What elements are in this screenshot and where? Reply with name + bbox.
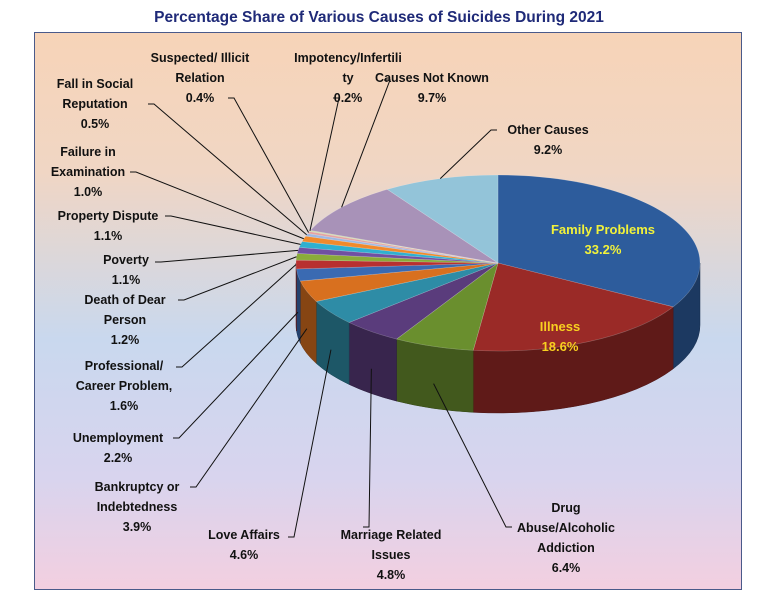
data-label: Death of Dear Person 1.2%: [84, 290, 165, 350]
data-label-name: Relation: [175, 71, 225, 85]
data-label: Illness 18.6%: [540, 317, 580, 357]
data-label-value: 4.6%: [229, 548, 259, 562]
leader-line: [341, 79, 391, 208]
leader-line: [228, 97, 309, 233]
leader-line: [176, 264, 297, 368]
leader-line: [288, 349, 332, 538]
data-label-name: Career Problem,: [75, 379, 173, 393]
data-label: Drug Abuse/Alcoholic Addiction 6.4%: [517, 498, 615, 578]
data-label-value: 1.6%: [109, 399, 139, 413]
data-label-value: 1.1%: [111, 273, 141, 287]
leader-line: [178, 256, 297, 301]
data-label-name: Drug: [551, 501, 581, 515]
data-label: Professional/Career Problem, 1.6%: [76, 356, 173, 416]
data-label-name: Reputation: [62, 97, 128, 111]
data-label-value: 1.0%: [73, 185, 103, 199]
data-label-name: Illness: [539, 319, 581, 334]
data-label-name: Indebtedness: [96, 500, 178, 514]
data-label-name: Marriage Related: [340, 528, 442, 542]
leader-line: [173, 311, 299, 439]
data-label-value: 9.2%: [533, 143, 563, 157]
leader-line: [433, 383, 512, 528]
data-label: Property Dispute 1.1%: [58, 206, 159, 246]
data-label: Unemployment 2.2%: [73, 428, 163, 468]
data-label: Marriage Related Issues 4.8%: [341, 525, 442, 585]
data-label-name: Addiction: [537, 541, 595, 555]
data-label-value: 1.2%: [110, 333, 140, 347]
data-label-name: Causes Not Known: [375, 71, 489, 85]
data-label: Causes Not Known 9.7%: [375, 68, 489, 108]
pie-slice[interactable]: [296, 262, 499, 282]
data-label-name: Impotency/Infertili: [294, 51, 402, 65]
data-label: Impotency/Infertili ty 0.2%: [294, 48, 402, 108]
data-label-name: Suspected/ Illicit: [150, 51, 250, 65]
leader-line: [363, 368, 372, 528]
data-label-name: Bankruptcy or: [94, 480, 180, 494]
data-label: Other Causes 9.2%: [507, 120, 588, 160]
leader-line: [155, 249, 299, 263]
data-label-value: 3.9%: [122, 520, 152, 534]
pie-slice[interactable]: [295, 253, 499, 264]
leader-line: [148, 103, 307, 236]
pie-slice-side: [396, 338, 474, 413]
data-label-name: Love Affairs: [208, 528, 280, 542]
leader-line: [439, 129, 497, 180]
pie-slice[interactable]: [295, 259, 499, 270]
data-label-value: 9.7%: [417, 91, 447, 105]
data-label-name: Person: [103, 313, 147, 327]
pie-slice[interactable]: [305, 233, 499, 264]
chart-title: Percentage Share of Various Causes of Su…: [154, 9, 604, 26]
pie-slice[interactable]: [472, 262, 674, 352]
data-label-name: Examination: [50, 165, 126, 179]
data-label: Love Affairs 4.6%: [208, 525, 280, 565]
pie-slice[interactable]: [497, 174, 701, 308]
leader-line: [165, 215, 301, 245]
data-label: Poverty 1.1%: [103, 250, 149, 290]
data-label-value: 0.2%: [333, 91, 363, 105]
pie-slice[interactable]: [315, 262, 499, 323]
data-label-value: 33.2%: [584, 242, 622, 257]
data-label-name: Abuse/Alcoholic: [517, 521, 615, 535]
pie-slice[interactable]: [395, 262, 499, 351]
data-label-value: 0.4%: [185, 91, 215, 105]
data-label-name: Property Dispute: [57, 209, 159, 223]
leader-line: [190, 328, 308, 488]
data-label-name: Other Causes: [507, 123, 589, 137]
pie-slice[interactable]: [307, 231, 499, 264]
data-label-value: 6.4%: [551, 561, 581, 575]
data-label-value: 2.2%: [103, 451, 133, 465]
data-label: Suspected/ Illicit Relation 0.4%: [151, 48, 250, 108]
data-label-name: ty: [342, 71, 354, 85]
data-label-value: 18.6%: [541, 339, 579, 354]
data-label: Fall in Social Reputation 0.5%: [57, 74, 133, 134]
pie-slice[interactable]: [348, 262, 499, 340]
data-label-name: Issues: [371, 548, 411, 562]
data-label-name: Death of Dear: [84, 293, 166, 307]
data-label-value: 4.8%: [376, 568, 406, 582]
data-label-value: 0.5%: [80, 117, 110, 131]
data-label: Bankruptcy or Indebtedness 3.9%: [95, 477, 180, 537]
data-label-name: Professional/: [84, 359, 164, 373]
data-label-name: Poverty: [103, 253, 149, 267]
data-label-name: Unemployment: [72, 431, 164, 445]
data-label-name: Family Problems: [550, 222, 656, 237]
data-label-name: Fall in Social: [56, 77, 134, 91]
pie-slice[interactable]: [299, 262, 499, 302]
data-label-name: Failure in: [60, 145, 116, 159]
data-label-value: 1.1%: [93, 229, 123, 243]
leader-line: [130, 171, 304, 240]
data-label: Failure in Examination 1.0%: [51, 142, 125, 202]
data-label: Family Problems 33.2%: [551, 220, 655, 260]
leader-line: [309, 97, 340, 232]
